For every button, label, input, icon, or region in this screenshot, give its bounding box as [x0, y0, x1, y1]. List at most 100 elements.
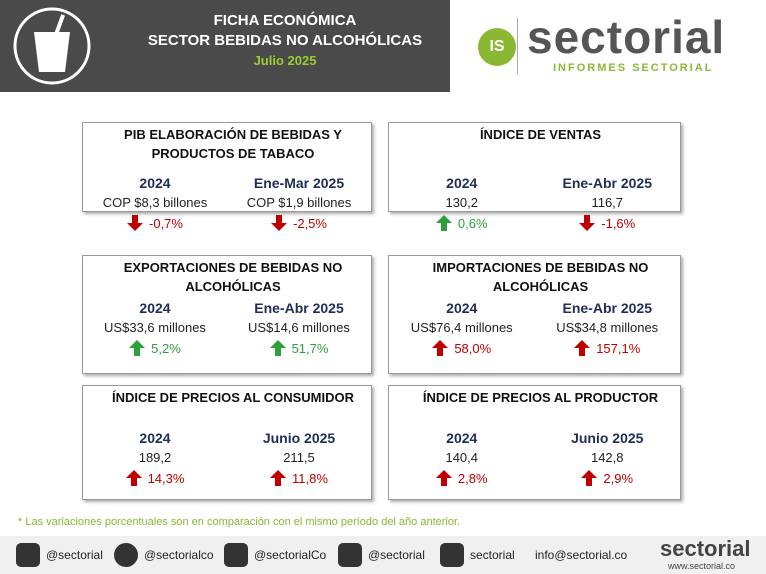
- change: -1,6%: [601, 215, 636, 231]
- change: 51,7%: [291, 340, 329, 356]
- period: 2024: [446, 300, 478, 316]
- period: Ene-Abr 2025: [562, 175, 652, 191]
- change-row: -0,7%: [83, 215, 227, 231]
- card: PIB ELABORACIÓN DE BEBIDAS Y PRODUCTOS D…: [82, 122, 372, 231]
- cup-icon: [13, 7, 91, 85]
- arrow: [125, 470, 142, 486]
- period: Ene-Mar 2025: [253, 175, 345, 191]
- period: Junio 2025: [262, 430, 336, 446]
- logo-tagline: INFORMES SECTORIAL: [553, 62, 714, 74]
- social-icon: [114, 543, 138, 567]
- card-column: Ene-Mar 2025 COP $1,9 billones -2,5%: [227, 175, 371, 231]
- value: 116,7: [591, 195, 624, 210]
- card-title: EXPORTACIONES DE BEBIDAS NO ALCOHÓLICAS: [123, 260, 343, 294]
- header: FICHA ECONÓMICA SECTOR BEBIDAS NO ALCOHÓ…: [0, 0, 450, 92]
- change-row: -1,6%: [535, 215, 681, 231]
- social-handle: @sectorialco: [144, 548, 214, 562]
- change-row: -2,5%: [227, 215, 371, 231]
- card-title: ÍNDICE DE PRECIOS AL PRODUCTOR: [422, 390, 659, 405]
- value: 140,4: [445, 450, 479, 465]
- arrow: [127, 215, 144, 231]
- card: IMPORTACIONES DE BEBIDAS NO ALCOHÓLICAS 2…: [388, 255, 681, 374]
- change-row: 14,3%: [83, 470, 227, 486]
- footer-website: www.sectorial.co: [668, 561, 736, 571]
- change: 2,8%: [457, 470, 488, 486]
- value: 142,8: [590, 450, 624, 465]
- header-title: SECTOR BEBIDAS NO ALCOHÓLICAS: [147, 32, 423, 49]
- value: US$33,6 millones: [104, 320, 206, 335]
- card-column: 2024 US$76,4 millones 58,0%: [389, 300, 535, 356]
- logo-name: sectorial: [527, 11, 726, 63]
- arrow: [269, 340, 286, 356]
- value: 211,5: [283, 450, 315, 465]
- card-column: Ene-Abr 2025 US$14,6 millones 51,7%: [227, 300, 371, 356]
- arrow: [581, 470, 598, 486]
- card-column: Ene-Abr 2025 US$34,8 millones 157,1%: [535, 300, 681, 356]
- period: 2024: [446, 430, 478, 446]
- logo-initials: IS: [478, 28, 516, 66]
- card: EXPORTACIONES DE BEBIDAS NO ALCOHÓLICAS 2…: [82, 255, 372, 374]
- card-column: 2024 COP $8,3 billones -0,7%: [83, 175, 227, 231]
- card-column: 2024 140,4 2,8%: [389, 430, 535, 486]
- change-row: 0,6%: [389, 215, 535, 231]
- change-row: 2,8%: [389, 470, 535, 486]
- social-handle: @sectorialCo: [254, 548, 327, 562]
- arrow: [435, 215, 452, 231]
- card-column: 2024 US$33,6 millones 5,2%: [83, 300, 227, 356]
- value: 189,2: [138, 450, 172, 465]
- footer-brand: sectorial: [660, 536, 751, 561]
- arrow: [574, 340, 591, 356]
- change: 11,8%: [292, 470, 328, 486]
- card: ÍNDICE DE PRECIOS AL PRODUCTOR 2024 140,4 2…: [388, 385, 681, 500]
- social-handle: sectorial: [470, 548, 515, 562]
- value: COP $1,9 billones: [246, 195, 352, 210]
- value: US$14,6 millones: [248, 320, 350, 335]
- change: 5,2%: [151, 340, 181, 356]
- change-row: 157,1%: [535, 340, 681, 356]
- card: ÍNDICE DE VENTAS 2024 130,2 0,6% Ene-Abr 202…: [388, 122, 681, 231]
- value: US$34,8 millones: [556, 320, 659, 335]
- email: info@sectorial.co: [535, 548, 628, 562]
- period: Junio 2025: [571, 430, 644, 446]
- change: -0,7%: [149, 215, 183, 231]
- period: 2024: [139, 430, 171, 446]
- arrow: [579, 215, 596, 231]
- value: COP $8,3 billones: [102, 195, 208, 210]
- change-row: 2,9%: [535, 470, 681, 486]
- card-column: Junio 2025 211,5 11,8%: [227, 430, 371, 486]
- period: 2024: [139, 175, 171, 191]
- logo-divider: [517, 18, 518, 74]
- social-icon: [338, 543, 362, 567]
- card-title: ÍNDICE DE VENTAS: [479, 127, 602, 142]
- card-column: 2024 130,2 0,6%: [389, 175, 535, 231]
- footnote: * Las variaciones porcentuales son en co…: [18, 516, 461, 528]
- social-handle: @sectorial: [46, 548, 103, 562]
- value: US$76,4 millones: [410, 320, 513, 335]
- change-row: 5,2%: [83, 340, 227, 356]
- value: 130,2: [445, 195, 479, 210]
- social-handle: @sectorial: [368, 548, 425, 562]
- card-title: PIB ELABORACIÓN DE BEBIDAS Y PRODUCTOS D…: [124, 127, 342, 161]
- header-date: Julio 2025: [253, 53, 317, 68]
- arrow: [270, 470, 287, 486]
- arrow: [432, 340, 449, 356]
- card-title: ÍNDICE DE PRECIOS AL CONSUMIDOR: [112, 390, 354, 405]
- change: 58,0%: [454, 340, 492, 356]
- change-row: 11,8%: [227, 470, 371, 486]
- period: 2024: [446, 175, 478, 191]
- card: ÍNDICE DE PRECIOS AL CONSUMIDOR 2024 189,2…: [82, 385, 372, 500]
- change: 157,1%: [596, 340, 641, 356]
- arrow: [435, 470, 452, 486]
- card-column: Junio 2025 142,8 2,9%: [535, 430, 681, 486]
- social-icon: [224, 543, 248, 567]
- change: 2,9%: [603, 470, 634, 486]
- period: Ene-Abr 2025: [254, 300, 344, 316]
- arrow: [271, 215, 288, 231]
- change-row: 51,7%: [227, 340, 371, 356]
- change: 14,3%: [147, 470, 185, 486]
- period: 2024: [139, 300, 171, 316]
- card-column: 2024 189,2 14,3%: [83, 430, 227, 486]
- card-title: IMPORTACIONES DE BEBIDAS NO ALCOHÓLICAS: [432, 260, 649, 294]
- arrow: [129, 340, 146, 356]
